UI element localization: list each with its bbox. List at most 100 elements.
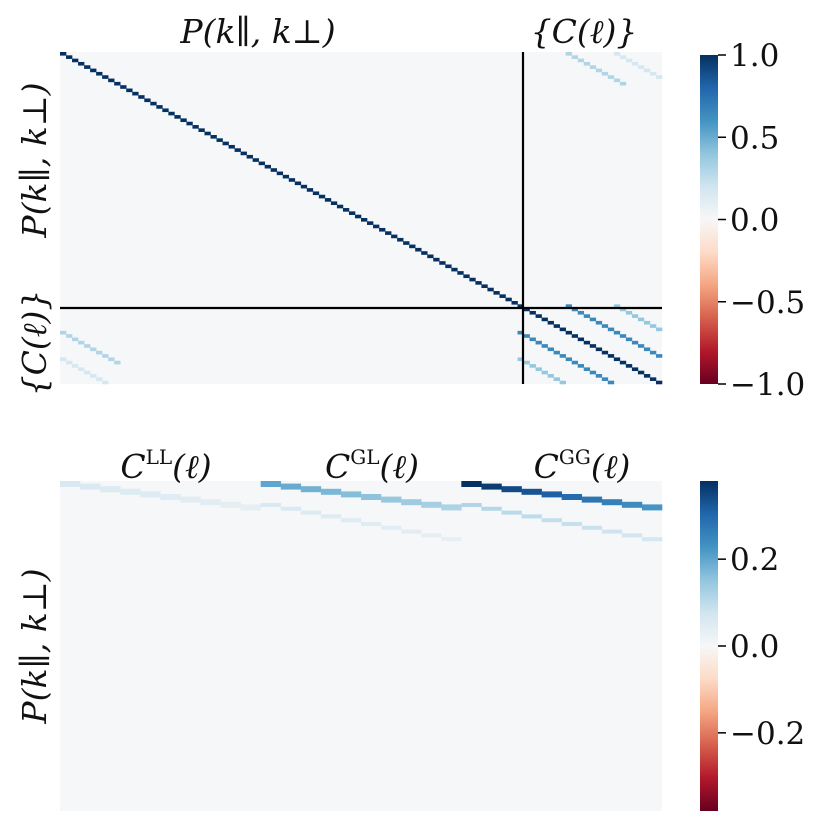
cell-diagonal — [487, 287, 494, 292]
bottom-colorbar: 0.2 0.0 −0.2 — [700, 481, 805, 811]
cell-diagonal — [379, 227, 386, 232]
top-colorbar: 1.0 0.5 0.0 −0.5 −1.0 — [700, 38, 805, 403]
top-heatmap-cells — [60, 52, 663, 385]
cell-gl-band — [300, 486, 322, 493]
cell-cc-band — [607, 327, 615, 332]
cell-diagonal — [144, 98, 151, 103]
cell-pc-band — [613, 52, 621, 56]
cell-cc-band — [577, 310, 585, 315]
svg-text:CGG(ℓ): CGG(ℓ) — [534, 445, 631, 486]
cell-cc-band — [589, 370, 597, 375]
cell-diagonal — [619, 360, 627, 365]
cell-gg-faint-band — [601, 529, 623, 534]
cell-gl-band — [340, 491, 362, 498]
cell-diagonal — [637, 370, 645, 375]
cell-diagonal — [150, 101, 157, 106]
cell-diagonal — [84, 65, 91, 69]
bottom-colorbar-ticks: 0.2 0.0 −0.2 — [718, 542, 805, 752]
cell-diagonal — [120, 85, 127, 89]
cell-pc-band — [613, 78, 621, 83]
bottom-col-label-ll-sup: LL — [146, 445, 173, 469]
cell-gl-faint-band — [320, 514, 342, 519]
cell-cc-band — [637, 344, 645, 348]
cell-diagonal — [306, 188, 314, 192]
cell-cc-band — [517, 330, 524, 335]
cell-diagonal — [66, 55, 73, 59]
cell-pc-band — [577, 58, 585, 63]
cell-diagonal — [475, 281, 482, 285]
cell-pc-band — [583, 61, 591, 66]
cell-diagonal — [361, 218, 368, 222]
svg-text:CGL(ℓ): CGL(ℓ) — [325, 445, 419, 486]
cell-diagonal — [324, 198, 332, 202]
cell-cc-band — [583, 367, 591, 372]
cell-diagonal — [445, 264, 452, 269]
cell-diagonal — [529, 310, 536, 315]
cell-cc-band — [655, 354, 663, 358]
cell-diagonal — [457, 271, 464, 275]
cell-cc-band — [619, 334, 627, 338]
cell-pc-band — [90, 374, 97, 378]
cell-pc-band — [102, 354, 109, 358]
cell-pc-band — [571, 55, 579, 59]
cell-cc-band — [655, 327, 663, 332]
cell-cc-band — [571, 307, 579, 312]
bottom-heatmap-cells — [60, 481, 663, 542]
cell-diagonal — [90, 68, 97, 73]
cell-cc-band — [595, 374, 603, 378]
cell-diagonal — [409, 244, 416, 249]
cell-pc-band — [619, 81, 627, 86]
cell-gg-band — [561, 494, 583, 500]
cell-gl-band — [381, 496, 402, 503]
cell-cc-band — [523, 334, 530, 338]
cell-diagonal — [493, 291, 500, 295]
cell-cc-band — [619, 307, 627, 312]
cell-diagonal — [523, 307, 530, 312]
cell-pc-band — [78, 340, 85, 345]
bottom-colorbar-tick-label: 0.0 — [730, 629, 779, 665]
cell-diagonal — [421, 251, 428, 255]
cell-cc-band — [565, 357, 572, 362]
cell-pc-band — [631, 61, 639, 66]
bottom-colorbar-gradient — [700, 481, 718, 811]
cell-diagonal — [385, 231, 392, 235]
top-colorbar-tick-label: 1.0 — [730, 38, 779, 74]
cell-diagonal — [433, 257, 440, 262]
cell-pc-band — [637, 65, 645, 69]
cell-diagonal — [595, 347, 603, 352]
cell-diagonal — [601, 350, 609, 355]
cell-diagonal — [282, 174, 290, 179]
cell-pc-band — [66, 360, 73, 365]
cell-cc-band — [643, 320, 651, 325]
cell-cc-band — [523, 360, 530, 365]
cell-cc-band — [613, 304, 621, 308]
cell-pc-band — [84, 370, 91, 375]
cell-diagonal — [427, 254, 434, 259]
cell-diagonal — [192, 125, 199, 129]
cell-cc-band — [613, 330, 621, 335]
cell-diagonal — [535, 314, 542, 318]
bottom-col-label-gl: CGL(ℓ) — [325, 445, 419, 486]
cell-gg-faint-band — [641, 537, 663, 542]
cell-diagonal — [60, 52, 67, 56]
bottom-heatmap — [60, 481, 663, 811]
cell-diagonal — [252, 158, 259, 162]
cell-diagonal — [114, 81, 121, 86]
cell-cc-band — [571, 360, 579, 365]
cell-gl-faint-band — [300, 510, 322, 515]
top-colorbar-tick-label: −1.0 — [730, 367, 805, 403]
cell-cc-band — [637, 317, 645, 322]
cell-diagonal — [216, 138, 223, 142]
cell-cc-band — [559, 380, 566, 385]
cell-diagonal — [234, 148, 241, 152]
cell-gg-band — [461, 481, 482, 487]
cell-diagonal — [397, 237, 404, 242]
cell-cc-band — [583, 314, 591, 318]
cell-gl-band — [260, 481, 282, 487]
cell-gg-faint-band — [501, 510, 522, 515]
cell-gg-band — [501, 486, 522, 493]
cell-pc-band — [643, 68, 651, 73]
cell-pc-band — [114, 360, 121, 365]
cell-pc-band — [72, 337, 79, 342]
